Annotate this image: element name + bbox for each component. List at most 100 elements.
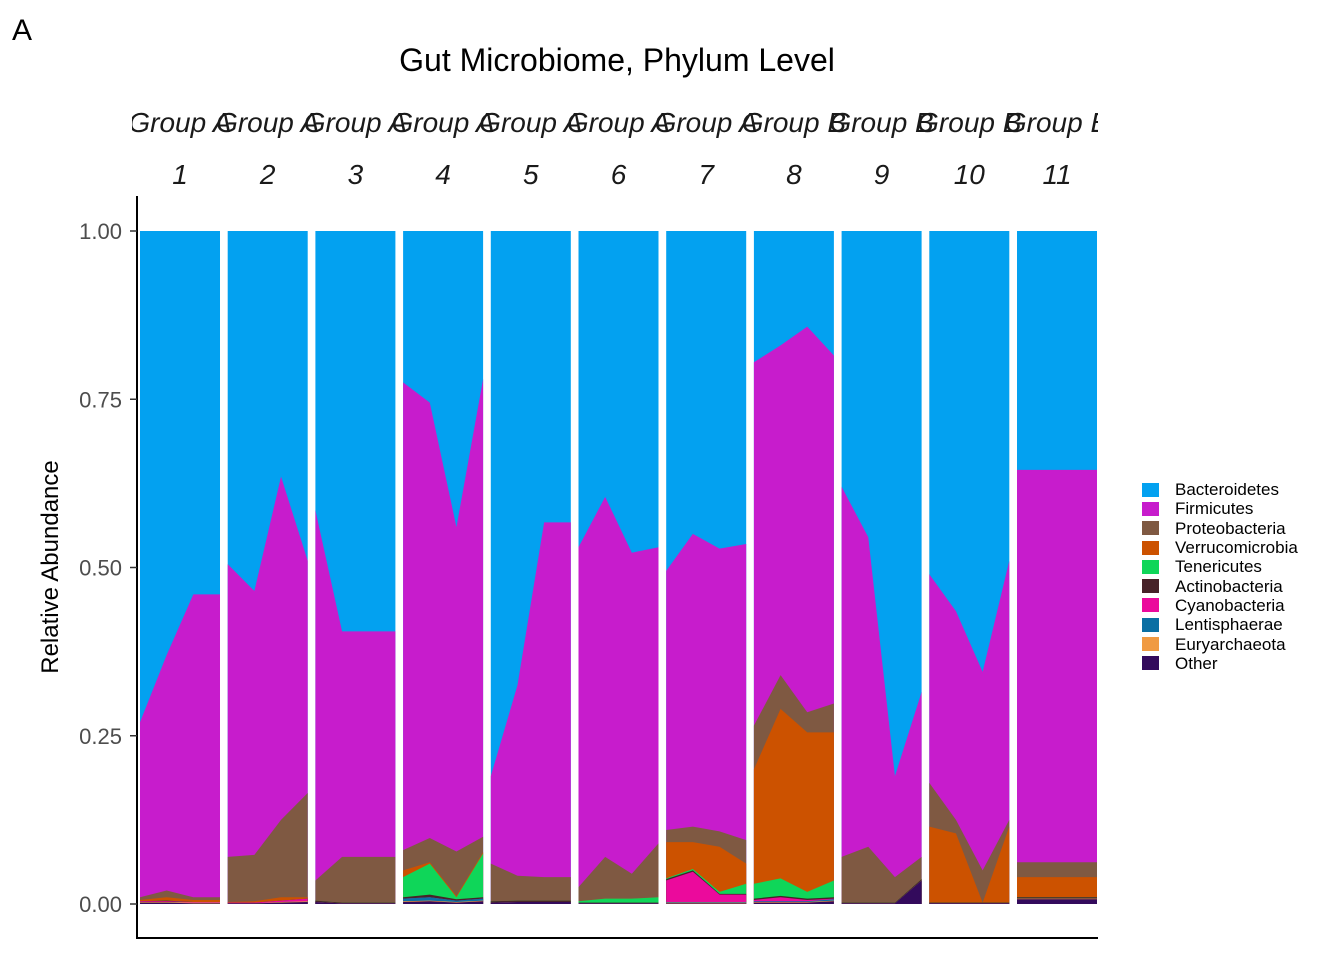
area-proteobacteria <box>841 846 922 904</box>
facet-panel <box>1017 231 1097 904</box>
legend-label: Bacteroidetes <box>1175 480 1279 500</box>
y-tick-label: 0.00 <box>79 892 122 917</box>
legend-key-swatch <box>1142 521 1159 536</box>
facet-panel <box>140 231 220 904</box>
area-other <box>490 901 571 904</box>
facet-strip-label-line2: 4 <box>435 159 451 190</box>
legend-key-swatch <box>1142 598 1159 613</box>
area-proteobacteria <box>490 863 571 904</box>
facet-strip-label-line2: 10 <box>954 159 986 190</box>
facet-strip-label-line1: Group B <box>829 107 933 138</box>
facet-strip-label-line1: Group B <box>1005 107 1109 138</box>
facet-strip-label-line1: Group A <box>391 107 494 138</box>
area-proteobacteria <box>227 792 308 904</box>
facet-panel <box>666 231 747 904</box>
axes: 0.00 0.25 0.50 0.75 1.00 Relative Abundance <box>37 196 1098 939</box>
facet-panel <box>841 231 922 904</box>
chart-title: Gut Microbiome, Phylum Level <box>399 42 835 78</box>
legend-label: Proteobacteria <box>1175 518 1286 538</box>
facet-panel <box>578 231 659 904</box>
y-tick-label: 0.25 <box>79 724 122 749</box>
area-other <box>140 902 220 904</box>
legend-key-swatch <box>1142 540 1159 555</box>
area-other <box>227 901 308 904</box>
legend-label: Verrucomicrobia <box>1175 538 1298 558</box>
area-other <box>315 901 396 904</box>
facet-strip-label-line2: 8 <box>786 159 802 190</box>
legend-item: Tenericutes <box>1142 557 1298 576</box>
facet-panels <box>140 231 1097 904</box>
legend-item: Lentisphaerae <box>1142 615 1298 634</box>
facet-strip-label-line1: Group A <box>479 107 582 138</box>
legend-label: Other <box>1175 653 1218 673</box>
legend-key-swatch <box>1142 559 1159 574</box>
area-tenericutes <box>403 853 484 904</box>
legend-item: Cyanobacteria <box>1142 596 1298 615</box>
facet-panel <box>490 231 571 904</box>
legend-label: Actinobacteria <box>1175 576 1283 596</box>
area-firmicutes <box>666 533 747 904</box>
legend-key-swatch <box>1142 637 1159 652</box>
facet-strip-label-line2: 3 <box>348 159 364 190</box>
legend-label: Euryarchaeota <box>1175 634 1286 654</box>
y-tick-label: 0.75 <box>79 387 122 412</box>
facet-panel <box>315 231 396 904</box>
legend-key-swatch <box>1142 501 1159 516</box>
facet-strip-label-line2: 11 <box>1042 159 1071 190</box>
area-other <box>403 901 484 904</box>
legend-item: Firmicutes <box>1142 499 1298 518</box>
legend-key-swatch <box>1142 579 1159 594</box>
legend-label: Firmicutes <box>1175 499 1254 519</box>
facet-strips: Group A 1 Group A 2 Group A 3 Group A 4 Group A 5… <box>128 107 1109 190</box>
facet-strip-label-line1: Group A <box>304 107 407 138</box>
facet-panel <box>753 231 834 904</box>
facet-strip-label-line1: Group B <box>917 107 1021 138</box>
facet-strip-label-line2: 5 <box>523 159 539 190</box>
area-verrucomicrobia <box>929 826 1010 904</box>
legend-item: Euryarchaeota <box>1142 634 1298 653</box>
facet-strip-label-line2: 6 <box>611 159 627 190</box>
facet-panel <box>403 231 484 904</box>
panel-label: A <box>12 14 33 47</box>
y-axis-label: Relative Abundance <box>37 460 64 674</box>
area-tenericutes <box>578 897 659 904</box>
legend-key-swatch <box>1142 656 1159 671</box>
area-proteobacteria <box>578 843 659 904</box>
area-other <box>1017 899 1097 904</box>
legend-item: Proteobacteria <box>1142 519 1298 538</box>
facet-panel <box>227 231 308 904</box>
facet-strip-label-line1: Group A <box>567 107 670 138</box>
area-proteobacteria <box>315 856 396 904</box>
area-firmicutes <box>140 594 220 904</box>
area-firmicutes <box>841 486 922 904</box>
area-other <box>929 903 1010 904</box>
facet-panel <box>929 231 1010 904</box>
facet-strip-label-line1: Group A <box>216 107 319 138</box>
legend-item: Verrucomicrobia <box>1142 538 1298 557</box>
area-firmicutes <box>490 522 571 904</box>
legend-key-swatch <box>1142 482 1159 497</box>
facet-strip-label-line2: 7 <box>698 159 715 190</box>
area-other <box>753 901 834 904</box>
legend-item: Actinobacteria <box>1142 576 1298 595</box>
legend-item: Bacteroidetes <box>1142 480 1298 499</box>
legend: Bacteroidetes Firmicutes Proteobacteria Ver… <box>1142 480 1298 673</box>
facet-strip-label-line1: Group B <box>742 107 846 138</box>
legend-label: Tenericutes <box>1175 557 1262 577</box>
area-firmicutes <box>578 496 659 904</box>
facet-strip-label-line2: 2 <box>259 159 276 190</box>
legend-label: Lentisphaerae <box>1175 615 1283 635</box>
legend-label: Cyanobacteria <box>1175 595 1285 615</box>
y-tick-label: 1.00 <box>79 219 122 244</box>
area-firmicutes <box>315 510 396 904</box>
facet-strip-label-line1: Group A <box>128 107 231 138</box>
area-other <box>578 903 659 904</box>
legend-key-swatch <box>1142 617 1159 632</box>
facet-strip-label-line2: 9 <box>874 159 890 190</box>
area-firmicutes <box>403 379 484 904</box>
facet-strip-label-line1: Group A <box>655 107 758 138</box>
area-other <box>666 903 747 904</box>
area-firmicutes <box>227 476 308 904</box>
y-tick-label: 0.50 <box>79 556 122 581</box>
